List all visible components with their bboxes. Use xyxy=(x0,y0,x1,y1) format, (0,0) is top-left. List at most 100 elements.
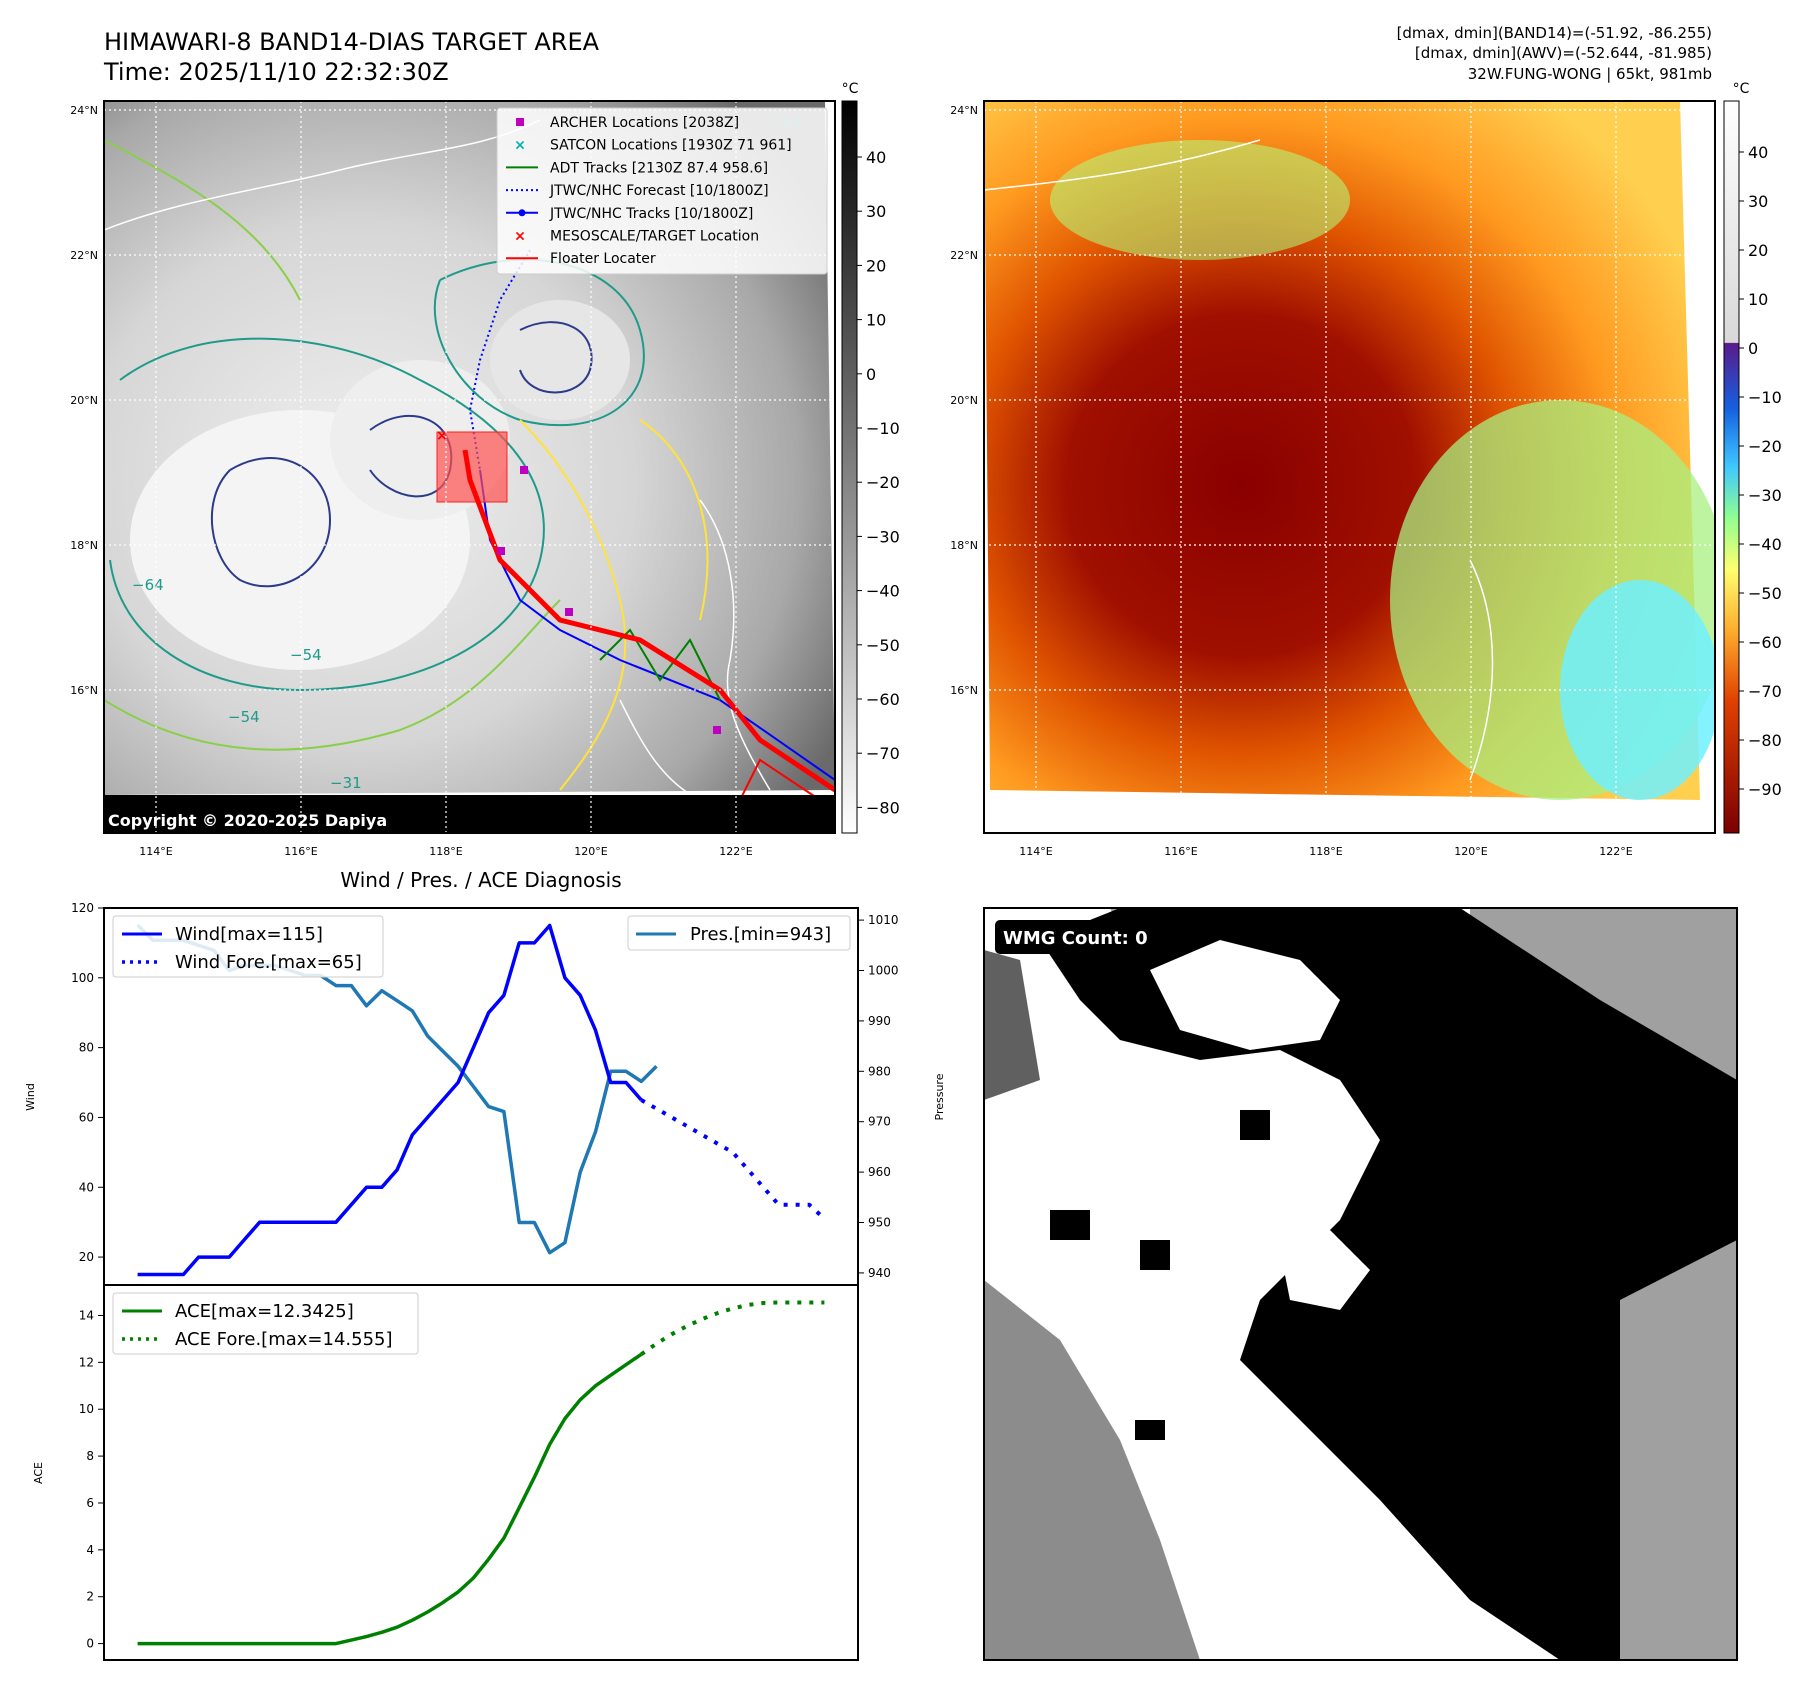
wmg-white-hole xyxy=(1150,940,1340,1050)
contour-label: −54 xyxy=(228,708,260,726)
ace-y-ticks: 0 2 4 6 8 10 12 14 xyxy=(79,1308,104,1651)
wmg-black-patch xyxy=(1140,1240,1170,1270)
diagnosis-title: Wind / Pres. / ACE Diagnosis xyxy=(340,868,621,892)
awv-colorbar xyxy=(1723,100,1740,834)
y2-tick-label: 980 xyxy=(868,1064,891,1078)
ir-contour-teal xyxy=(109,337,545,692)
pressure-legend-label: Pres.[min=943] xyxy=(690,924,831,945)
awv-lat-labels: 24°N 22°N 20°N 18°N 16°N xyxy=(950,104,978,697)
lat-label: 20°N xyxy=(950,394,978,407)
wmg-black-band xyxy=(1040,908,1737,1660)
y-tick-label: 60 xyxy=(79,1110,94,1124)
y2-tick-label: 1000 xyxy=(868,963,899,977)
wind-legend: Wind[max=115] Wind Fore.[max=65] xyxy=(112,915,384,978)
lat-label: 22°N xyxy=(70,249,98,262)
y2-tick-label: 970 xyxy=(868,1115,891,1129)
colorbar-tick-label: −30 xyxy=(866,527,900,546)
ir-legend: ARCHER Locations [2038Z] × SATCON Location… xyxy=(496,107,828,275)
wmg-gray-southwest xyxy=(984,1280,1200,1660)
lat-label: 16°N xyxy=(70,684,98,697)
lon-label: 114°E xyxy=(139,845,172,858)
adt-track xyxy=(599,628,721,701)
y-tick-label: 2 xyxy=(86,1590,94,1604)
lat-label: 16°N xyxy=(950,684,978,697)
ir-coast-luzon xyxy=(619,499,771,801)
lon-label: 122°E xyxy=(719,845,752,858)
contour-label: −64 xyxy=(132,576,164,594)
colorbar-tick-label: −40 xyxy=(1748,535,1782,554)
lon-label: 116°E xyxy=(1164,845,1197,858)
contour-label: −31 xyxy=(330,774,362,792)
pressure-legend: Pres.[min=943] xyxy=(627,915,851,951)
y-tick-label: 80 xyxy=(79,1041,94,1055)
legend-label: Floater Locater xyxy=(550,251,656,267)
archer-marker xyxy=(520,466,528,474)
y2-tick-label: 940 xyxy=(868,1266,891,1280)
awv-map-frame xyxy=(983,100,1716,834)
legend-box xyxy=(496,107,828,275)
lon-label: 120°E xyxy=(1454,845,1487,858)
colorbar-tick-label: 30 xyxy=(866,202,886,221)
awv-coast xyxy=(984,139,1494,781)
lat-label: 24°N xyxy=(950,104,978,117)
archer-marker xyxy=(565,608,573,616)
wmg-black-patch xyxy=(1135,1420,1165,1440)
colorbar-tick-label: −60 xyxy=(1748,633,1782,652)
y-tick-label: 40 xyxy=(79,1180,94,1194)
lat-label: 24°N xyxy=(70,104,98,117)
y-tick-label: 100 xyxy=(71,971,94,985)
legend-label: JTWC/NHC Tracks [10/1800Z] xyxy=(549,206,753,222)
wind-legend-label: Wind[max=115] xyxy=(175,924,323,945)
copyright-text: Copyright © 2020-2025 Dapiya xyxy=(108,811,387,830)
awv-lon-labels: 114°E 116°E 118°E 120°E 122°E xyxy=(1019,845,1632,858)
mesoscale-marker: × xyxy=(436,428,448,444)
jtwc-forecast-track xyxy=(468,249,531,471)
colorbar-tick-label: 0 xyxy=(1748,339,1758,358)
colorbar-tick-label: 0 xyxy=(866,365,876,384)
y2-tick-label: 1010 xyxy=(868,913,899,927)
ace-legend-box xyxy=(112,1292,419,1355)
wind-ylabel: Wind xyxy=(24,1083,37,1111)
colorbar-tick-label: 10 xyxy=(866,311,886,330)
wind-fore-legend-label: Wind Fore.[max=65] xyxy=(175,952,362,973)
ir-lon-labels: 114°E 116°E 118°E 120°E 122°E xyxy=(139,845,752,858)
awv-gridlines xyxy=(984,101,1715,833)
ace-line xyxy=(137,1352,643,1646)
ace-legend-label: ACE[max=12.3425] xyxy=(175,1301,354,1322)
lat-label: 18°N xyxy=(70,539,98,552)
ace-forecast-line xyxy=(640,1300,825,1356)
colorbar-tick-label: −30 xyxy=(1748,486,1782,505)
ir-colorbar xyxy=(841,100,858,834)
wmg-black-patch xyxy=(1050,1210,1090,1240)
colorbar-tick-label: −50 xyxy=(1748,584,1782,603)
colorbar-tick-label: 30 xyxy=(1748,192,1768,211)
legend-marker-icon xyxy=(516,118,524,126)
wmg-panel: WMG Count: 0 xyxy=(983,907,1738,1661)
ir-cloud-north xyxy=(490,300,630,420)
archer-marker xyxy=(713,726,721,734)
contour-label: −54 xyxy=(290,646,322,664)
colorbar-tick-label: −60 xyxy=(866,690,900,709)
info-awv: [dmax, dmin](AWV)=(-52.644, -81.985) xyxy=(1415,44,1712,62)
lon-label: 122°E xyxy=(1599,845,1632,858)
y2-tick-label: 950 xyxy=(868,1216,891,1230)
awv-dry-north xyxy=(1050,140,1350,260)
diagnosis-panel: Wind / Pres. / ACE Diagnosis Wind Pressu… xyxy=(24,868,946,1661)
lat-label: 20°N xyxy=(70,394,98,407)
lon-label: 116°E xyxy=(284,845,317,858)
colorbar-tick-label: −10 xyxy=(1748,388,1782,407)
wind-y-ticks: 20 40 60 80 100 120 xyxy=(71,901,104,1264)
legend-label: SATCON Locations [1930Z 71 961] xyxy=(550,138,792,154)
colorbar-tick-label: −90 xyxy=(1748,780,1782,799)
colorbar-tick-label: −20 xyxy=(866,473,900,492)
lat-label: 22°N xyxy=(950,249,978,262)
ir-lat-labels: 24°N 22°N 20°N 18°N 16°N xyxy=(70,104,98,697)
legend-label: ARCHER Locations [2038Z] xyxy=(550,115,739,131)
ace-fore-legend-label: ACE Fore.[max=14.555] xyxy=(175,1329,393,1350)
y-tick-label: 4 xyxy=(86,1543,94,1557)
wmg-frame xyxy=(983,907,1738,1661)
awv-colorbar-ticks: 40 30 20 10 0 −10 −20 −30 −40 −50 −60 −70 −80 −90 xyxy=(1739,143,1782,799)
ace-ylabel: ACE xyxy=(32,1462,45,1484)
y-tick-label: 8 xyxy=(86,1449,94,1463)
